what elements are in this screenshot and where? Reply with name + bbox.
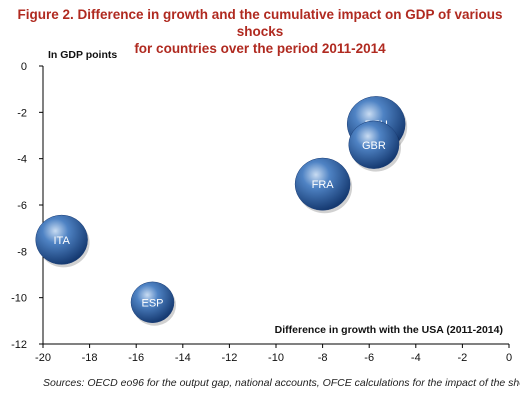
sources-note: Sources: OECD eo96 for the output gap, n…: [43, 377, 520, 389]
bubble-gbr: [348, 120, 400, 169]
bubble-fra: [294, 157, 351, 211]
x-tick-label: -12: [221, 352, 237, 364]
x-tick-label: 0: [506, 352, 512, 364]
y-tick-label: 0: [21, 61, 27, 73]
y-axis-label: In GDP points: [48, 49, 117, 61]
x-tick-label: -14: [175, 352, 191, 364]
y-tick-label: -12: [11, 339, 27, 351]
bubble-label-ita: ITA: [53, 235, 70, 247]
bubble-ita: [35, 214, 88, 265]
x-tick-label: -4: [411, 352, 421, 364]
x-tick-label: -16: [128, 352, 144, 364]
x-tick-label: -2: [458, 352, 468, 364]
chart-title-line-1: Figure 2. Difference in growth and the c…: [17, 7, 503, 39]
y-tick-label: -4: [17, 154, 27, 166]
x-tick-label: -20: [35, 352, 51, 364]
y-tick-label: -8: [17, 246, 27, 258]
bubble-label-gbr: GBR: [362, 140, 386, 152]
sources-label: Sources:: [43, 377, 85, 389]
y-tick-label: -2: [17, 107, 27, 119]
y-tick-label: -6: [17, 200, 27, 212]
x-tick-label: -10: [268, 352, 284, 364]
bubble-label-fra: FRA: [312, 179, 335, 191]
x-tick-label: -18: [82, 352, 98, 364]
sources-text: OECD eo96 for the output gap, national a…: [84, 377, 520, 389]
y-tick-label: -10: [11, 293, 27, 305]
chart-title: Figure 2. Difference in growth and the c…: [0, 6, 520, 57]
x-axis-label: Difference in growth with the USA (2011-…: [275, 324, 503, 336]
bubble-label-esp: ESP: [142, 297, 164, 309]
x-tick-label: -8: [318, 352, 328, 364]
chart-title-line-2: for countries over the period 2011-2014: [134, 41, 386, 56]
x-tick-label: -6: [364, 352, 374, 364]
bubble-esp: [130, 281, 175, 323]
